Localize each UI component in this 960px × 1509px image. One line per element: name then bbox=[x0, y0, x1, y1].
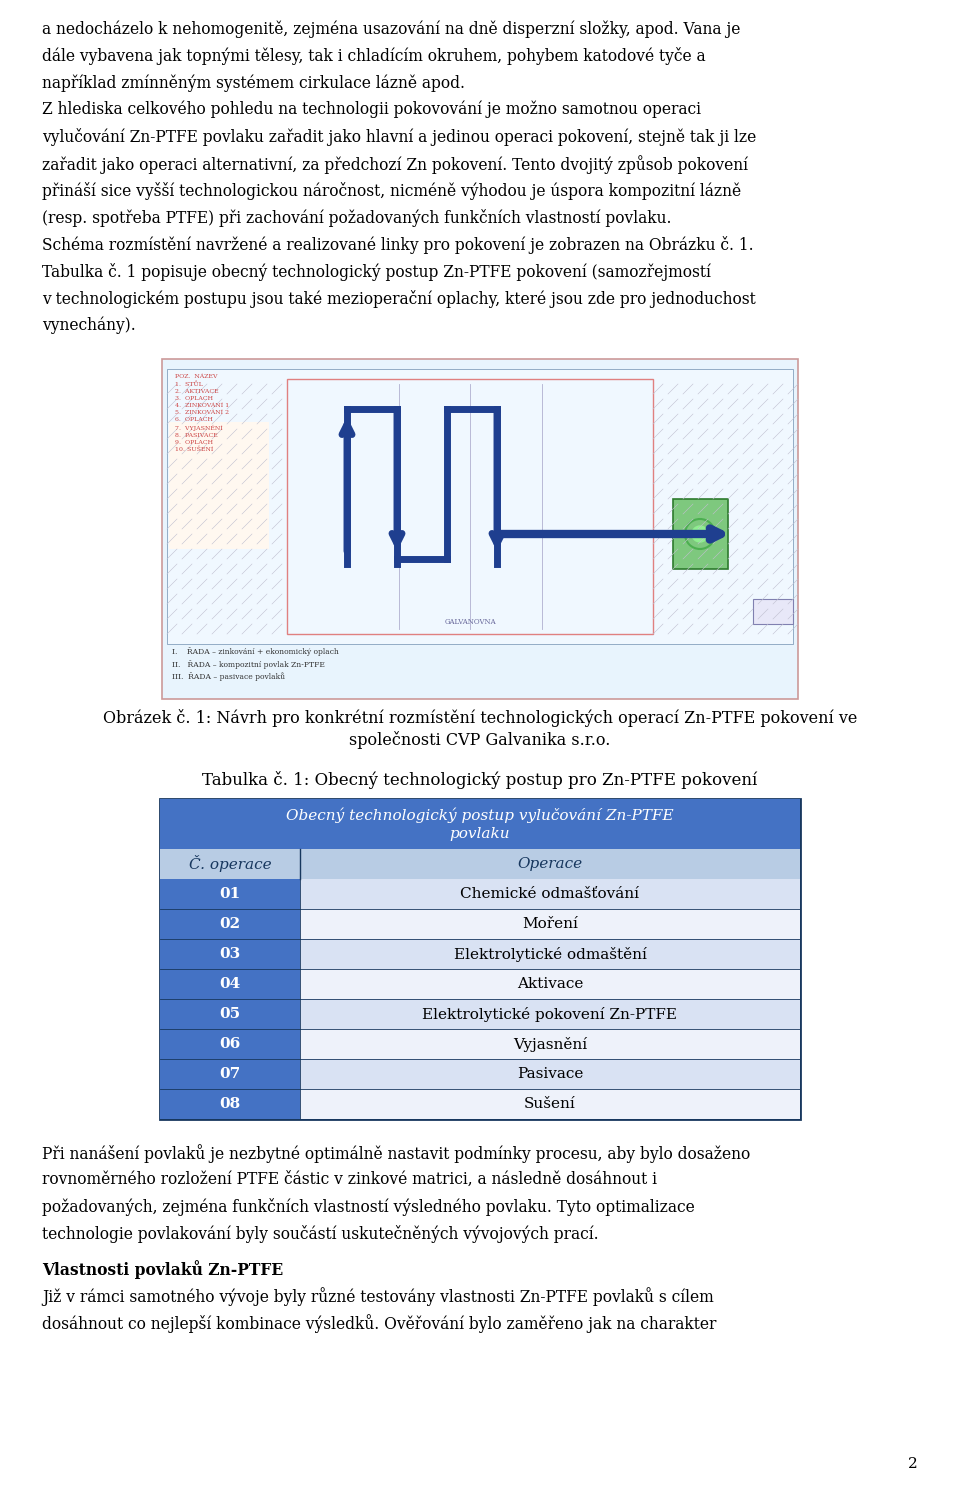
Text: Chemické odmašťování: Chemické odmašťování bbox=[461, 887, 639, 901]
Bar bbox=[160, 908, 300, 939]
Text: technologie povlakování byly součástí uskutečněných vývojových prací.: technologie povlakování byly součástí us… bbox=[42, 1225, 599, 1243]
Bar bbox=[162, 359, 798, 699]
Text: POZ.  NÁZEV
1.  STŮL
2.  AKTIVACE
3.  OPLACH
4.  ZINKOVÁNÍ 1
5.  ZINKOVÁNÍ 2
6. : POZ. NÁZEV 1. STŮL 2. AKTIVACE 3. OPLACH… bbox=[175, 374, 229, 453]
Bar bbox=[169, 423, 269, 549]
Bar bbox=[287, 379, 653, 634]
Circle shape bbox=[692, 527, 708, 542]
Text: 06: 06 bbox=[220, 1037, 241, 1050]
Text: například zmínněným systémem cirkulace lázně apod.: například zmínněným systémem cirkulace l… bbox=[42, 74, 465, 92]
Bar bbox=[753, 599, 793, 625]
Bar bbox=[160, 1059, 300, 1089]
Bar bbox=[300, 880, 800, 908]
Text: 03: 03 bbox=[220, 948, 241, 961]
Text: 2: 2 bbox=[908, 1458, 918, 1471]
Text: 07: 07 bbox=[220, 1067, 241, 1080]
Bar bbox=[300, 1059, 800, 1089]
Text: 08: 08 bbox=[220, 1097, 241, 1111]
Text: Obrázek č. 1: Návrh pro konkrétní rozmístění technologických operací Zn-PTFE pok: Obrázek č. 1: Návrh pro konkrétní rozmís… bbox=[103, 709, 857, 727]
Text: a nedocházelo k nehomogenitě, zejména usazování na dně disperzní složky, apod. V: a nedocházelo k nehomogenitě, zejména us… bbox=[42, 20, 740, 38]
Text: II.   ŘADA – kompozitní povlak Zn-PTFE: II. ŘADA – kompozitní povlak Zn-PTFE bbox=[172, 659, 324, 668]
Text: v technologickém postupu jsou také mezioperační oplachy, které jsou zde pro jedn: v technologickém postupu jsou také mezio… bbox=[42, 290, 756, 308]
Text: dosáhnout co nejlepší kombinace výsledků. Ověřování bylo zaměřeno jak na charakt: dosáhnout co nejlepší kombinace výsledků… bbox=[42, 1314, 716, 1332]
Text: společnosti CVP Galvanika s.r.o.: společnosti CVP Galvanika s.r.o. bbox=[349, 730, 611, 748]
Text: Vlastnosti povlaků Zn-PTFE: Vlastnosti povlaků Zn-PTFE bbox=[42, 1260, 283, 1280]
Bar bbox=[300, 1089, 800, 1120]
Text: 04: 04 bbox=[220, 976, 241, 991]
Text: I.    ŘADA – zinkování + ekonomický oplach: I. ŘADA – zinkování + ekonomický oplach bbox=[172, 647, 339, 656]
Bar bbox=[300, 969, 800, 999]
Text: Již v rámci samotného vývoje byly různé testovány vlastnosti Zn-PTFE povlaků s c: Již v rámci samotného vývoje byly různé … bbox=[42, 1287, 713, 1305]
Bar bbox=[160, 880, 300, 908]
Bar bbox=[160, 1089, 300, 1120]
Text: Č. operace: Č. operace bbox=[189, 856, 272, 872]
Bar bbox=[160, 798, 800, 1120]
Text: Obecný technologický postup vylučování Zn-PTFE
povlaku: Obecný technologický postup vylučování Z… bbox=[286, 807, 674, 841]
Bar bbox=[167, 370, 793, 644]
Text: Operace: Operace bbox=[517, 857, 583, 871]
Text: přináší sice vyšší technologickou náročnost, nicméně výhodou je úspora kompozitn: přináší sice vyšší technologickou náročn… bbox=[42, 183, 741, 201]
Text: zařadit jako operaci alternativní, za předchozí Zn pokovení. Tento dvojitý způso: zařadit jako operaci alternativní, za př… bbox=[42, 155, 748, 174]
Text: 01: 01 bbox=[220, 887, 241, 901]
Text: Moření: Moření bbox=[522, 917, 578, 931]
Bar bbox=[673, 499, 728, 569]
Text: Sušení: Sušení bbox=[524, 1097, 576, 1111]
Text: vynechány).: vynechány). bbox=[42, 317, 135, 335]
Bar bbox=[160, 999, 300, 1029]
Text: Elektrolytické odmaštění: Elektrolytické odmaštění bbox=[453, 946, 646, 961]
Bar bbox=[300, 908, 800, 939]
Text: Z hlediska celkového pohledu na technologii pokovování je možno samotnou operaci: Z hlediska celkového pohledu na technolo… bbox=[42, 101, 701, 119]
Bar bbox=[160, 939, 300, 969]
Bar bbox=[160, 798, 800, 850]
Text: Schéma rozmístění navržené a realizované linky pro pokovení je zobrazen na Obráz: Schéma rozmístění navržené a realizované… bbox=[42, 235, 754, 254]
Bar bbox=[300, 850, 800, 880]
Text: požadovaných, zejména funkčních vlastností výsledného povlaku. Tyto optimalizace: požadovaných, zejména funkčních vlastnos… bbox=[42, 1198, 695, 1216]
Text: 05: 05 bbox=[220, 1007, 241, 1022]
Text: Vyjasnění: Vyjasnění bbox=[513, 1037, 588, 1052]
Text: Tabulka č. 1 popisuje obecný technologický postup Zn-PTFE pokovení (samozřejmost: Tabulka č. 1 popisuje obecný technologic… bbox=[42, 263, 710, 281]
Text: vylučování Zn-PTFE povlaku zařadit jako hlavní a jedinou operaci pokovení, stejn: vylučování Zn-PTFE povlaku zařadit jako … bbox=[42, 128, 756, 146]
Bar bbox=[160, 850, 300, 880]
Text: 02: 02 bbox=[220, 917, 241, 931]
Bar bbox=[300, 1029, 800, 1059]
Bar bbox=[160, 1029, 300, 1059]
Bar bbox=[160, 969, 300, 999]
Text: Elektrolytické pokovení Zn-PTFE: Elektrolytické pokovení Zn-PTFE bbox=[422, 1007, 678, 1022]
Text: Při nanášení povlaků je nezbytné optimálně nastavit podmínky procesu, aby bylo d: Při nanášení povlaků je nezbytné optimál… bbox=[42, 1144, 751, 1163]
Text: GALVANOVNA: GALVANOVNA bbox=[444, 619, 495, 626]
Text: Pasivace: Pasivace bbox=[516, 1067, 583, 1080]
Bar bbox=[300, 999, 800, 1029]
Text: (resp. spotřeba PTFE) při zachování požadovaných funkčních vlastností povlaku.: (resp. spotřeba PTFE) při zachování poža… bbox=[42, 210, 671, 226]
Text: Aktivace: Aktivace bbox=[516, 976, 583, 991]
Text: III.  ŘADA – pasivace povlaků: III. ŘADA – pasivace povlaků bbox=[172, 672, 285, 681]
Text: dále vybavena jak topnými tělesy, tak i chladícím okruhem, pohybem katodové tyče: dále vybavena jak topnými tělesy, tak i … bbox=[42, 47, 706, 65]
Text: Tabulka č. 1: Obecný technologický postup pro Zn-PTFE pokovení: Tabulka č. 1: Obecný technologický postu… bbox=[203, 771, 757, 789]
Bar bbox=[300, 939, 800, 969]
Text: rovnoměrného rozložení PTFE částic v zinkové matrici, a následně dosáhnout i: rovnoměrného rozložení PTFE částic v zin… bbox=[42, 1171, 657, 1188]
